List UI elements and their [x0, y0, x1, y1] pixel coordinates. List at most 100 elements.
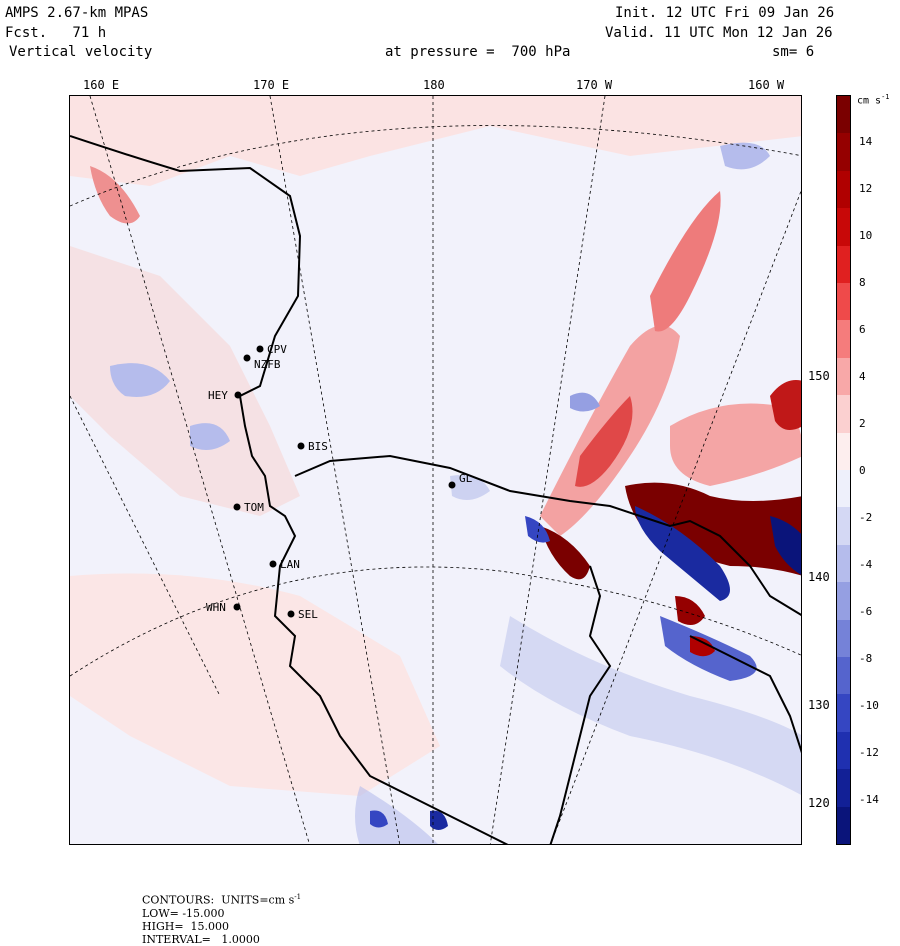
lon-label-160e: 160 E	[83, 78, 120, 92]
updraft-core-3	[675, 596, 705, 625]
colorbar-label: -8	[859, 652, 873, 665]
station-sel-marker[interactable]	[287, 610, 295, 618]
graticule-lat-1	[70, 125, 801, 207]
updraft-band-2	[650, 191, 721, 332]
colorbar-label: -12	[859, 746, 879, 759]
field-name: Vertical velocity	[9, 44, 153, 60]
colorbar-segment	[837, 245, 850, 284]
descent-patch-1	[110, 363, 170, 397]
colorbar-label: -14	[859, 793, 879, 806]
station-gl-marker[interactable]	[448, 481, 456, 489]
station-nzfb-marker[interactable]	[243, 354, 251, 362]
strong-updraft-cluster	[625, 482, 801, 576]
model-title: AMPS 2.67-km MPAS	[5, 5, 149, 21]
ocean-warm-field	[70, 96, 801, 186]
station-whn-label: WHN	[206, 601, 226, 614]
colorbar-label: 12	[859, 182, 873, 195]
updraft-core-1	[575, 396, 633, 487]
station-cpv-marker[interactable]	[256, 345, 264, 353]
graticule-lat-2	[70, 566, 801, 677]
colorbar-segment	[837, 470, 850, 508]
updraft-core-4	[690, 636, 715, 657]
stations: CPV NZFB HEY BIS TOM LAN WHN SEL GL	[206, 343, 473, 621]
contour-low: LOW= -15.000	[142, 906, 225, 920]
colorbar-segment	[837, 619, 850, 658]
descent-patch-2	[190, 423, 230, 450]
ice-shelf-front	[294, 454, 641, 517]
graticule-lon-150e	[70, 395, 221, 697]
updraft-band-3	[670, 403, 801, 486]
colorbar	[836, 95, 851, 845]
station-tom-marker[interactable]	[233, 503, 241, 511]
graticule-lon-160w	[550, 190, 801, 844]
descent-band-south	[355, 786, 438, 844]
lon-label-160w: 160 W	[748, 78, 785, 92]
transantarctic-coast	[70, 135, 509, 844]
station-whn-marker[interactable]	[233, 603, 241, 611]
colorbar-segment	[837, 357, 850, 396]
colorbar-label: 4	[859, 370, 866, 383]
colorbar-label: 8	[859, 276, 866, 289]
contour-units-exp: -1	[294, 893, 302, 901]
colorbar-label: 2	[859, 417, 866, 430]
colorbar-units-text: cm s	[857, 95, 882, 107]
descent-band-east	[500, 616, 801, 795]
colorbar-segment	[837, 694, 850, 733]
graticule-lon-170w	[489, 96, 606, 844]
colorbar-label: 14	[859, 135, 873, 148]
forecast-hour: Fcst. 71 h	[5, 25, 107, 41]
station-bis-marker[interactable]	[297, 442, 305, 450]
colorbar-segment	[837, 283, 850, 321]
station-bis-label: BIS	[308, 440, 328, 453]
colorbar-segment	[837, 320, 850, 359]
colorbar-segment	[837, 395, 850, 434]
strong-downdraft-1	[635, 506, 730, 601]
colorbar-segment	[837, 432, 850, 471]
station-sel-label: SEL	[298, 608, 318, 621]
station-hey-marker[interactable]	[234, 391, 242, 399]
colorbar-segment	[837, 507, 850, 546]
updraft-core-2	[770, 380, 801, 430]
lon-label-170e: 170 E	[253, 78, 290, 92]
small-downdraft-south	[370, 810, 388, 828]
marie-byrd-coast	[639, 515, 801, 616]
coastline	[70, 135, 801, 844]
station-lan-label: LAN	[280, 558, 300, 571]
contour-interval: INTERVAL= 1.0000	[142, 932, 260, 946]
strong-updraft-2	[540, 526, 590, 580]
colorbar-segment	[837, 170, 850, 209]
colorbar-label: 10	[859, 229, 873, 242]
station-nzfb-label: NZFB	[254, 358, 281, 371]
lon-label-170w: 170 W	[576, 78, 613, 92]
descent-patch-3	[450, 475, 490, 500]
colorbar-segment	[837, 769, 850, 808]
graticule-lon-160e	[89, 96, 310, 844]
colorbar-segment	[837, 731, 850, 770]
station-lan-marker[interactable]	[269, 560, 277, 568]
downdraft-3	[525, 516, 550, 543]
inland-ridge	[689, 635, 801, 754]
shelf-warm-field	[70, 246, 300, 516]
colorbar-label: -10	[859, 699, 879, 712]
colorbar-label: 0	[859, 464, 866, 477]
lon-label-180: 180	[423, 78, 445, 92]
small-downdraft-south-2	[430, 810, 448, 830]
colorbar-segment	[837, 208, 850, 247]
contour-high: HIGH= 15.000	[142, 919, 230, 933]
valid-time: Valid. 11 UTC Mon 12 Jan 26	[605, 25, 833, 41]
colorbar-segment	[837, 657, 850, 695]
graticule-lon-170e	[269, 96, 401, 844]
plateau-warm-field	[70, 573, 440, 796]
siple-coast	[549, 565, 612, 844]
descent-patch-4	[720, 142, 770, 170]
map-panel[interactable]: CPV NZFB HEY BIS TOM LAN WHN SEL GL	[69, 95, 802, 845]
contour-units-text: CONTOURS: UNITS=cm s	[142, 893, 295, 907]
colorbar-segment	[837, 96, 850, 134]
station-hey-label: HEY	[208, 389, 228, 402]
colorbar-units: cm s-1	[857, 93, 890, 106]
station-tom-label: TOM	[244, 501, 264, 514]
pressure-level: at pressure = 700 hPa	[385, 44, 571, 60]
station-gl-label: GL	[459, 472, 473, 485]
colorbar-label: -4	[859, 558, 873, 571]
descent-patch-5	[570, 392, 600, 412]
